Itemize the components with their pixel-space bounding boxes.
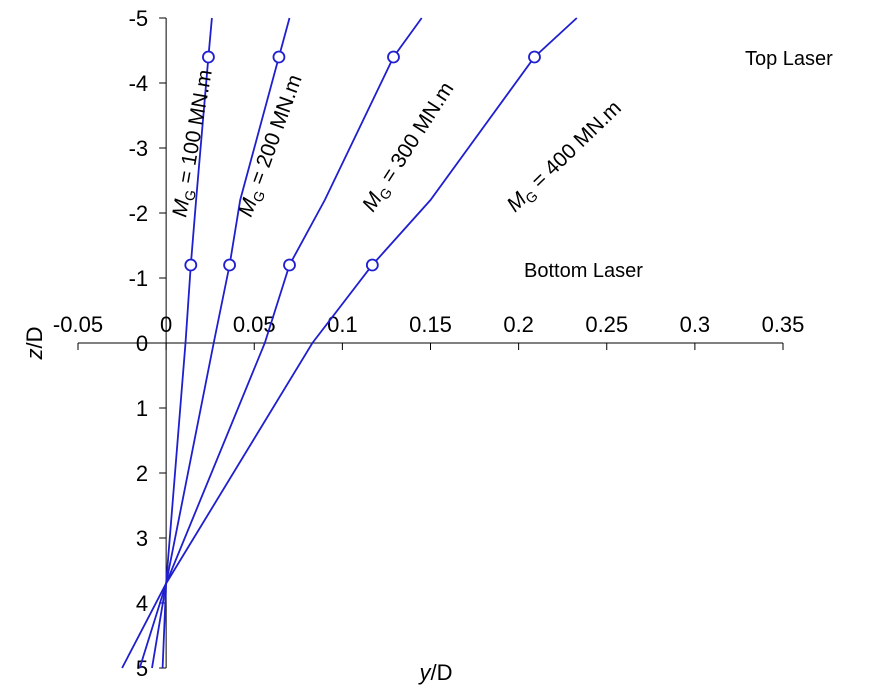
- series-2-marker-0: [283, 258, 296, 272]
- x-axis-title-unit: /D: [431, 660, 453, 685]
- series-label-100-sub: G: [181, 189, 199, 203]
- x-tick-label: 0.35: [762, 312, 805, 337]
- y-axis-title-unit: /D: [22, 327, 47, 349]
- annotation-top-laser: Top Laser: [745, 48, 833, 70]
- series-label-group-200: MG = 200 MN.m: [234, 72, 309, 221]
- x-axis-title-var: y: [418, 660, 433, 685]
- series-2-marker-1: [387, 50, 400, 64]
- x-tick-label: 0.2: [503, 312, 534, 337]
- series-label-group-400: MG = 400 MN.m: [502, 96, 627, 218]
- series-label-group-100: MG = 100 MN.m: [168, 68, 220, 219]
- series-3-marker-0: [365, 258, 379, 272]
- series-label-400: MG = 400 MN.m: [502, 96, 627, 218]
- series-label-100-var: M: [168, 197, 194, 219]
- series-label-200: MG = 200 MN.m: [234, 72, 309, 221]
- y-tick-label: 0: [136, 331, 148, 356]
- y-tick-label: 3: [136, 526, 148, 551]
- series-label-300-rest: = 300 MN.m: [373, 78, 458, 192]
- x-tick-label: 0.15: [409, 312, 452, 337]
- x-axis-title: y/D: [418, 660, 453, 685]
- series-1-marker-1: [272, 50, 286, 64]
- y-tick-label: -3: [129, 136, 149, 161]
- x-tick-label: 0.1: [327, 312, 358, 337]
- x-tick-label: -0.05: [53, 312, 103, 337]
- series-3-marker-1: [528, 50, 541, 64]
- y-tick-label: -2: [129, 201, 149, 226]
- series-label-400-rest: = 400 MN.m: [523, 96, 626, 196]
- y-tick-label: 5: [136, 656, 148, 681]
- series-label-100: MG = 100 MN.m: [168, 68, 220, 219]
- series-0-marker-0: [184, 258, 198, 272]
- x-tick-label: 0.3: [680, 312, 711, 337]
- y-tick-label: -1: [129, 266, 149, 291]
- x-tick-label: 0.25: [585, 312, 628, 337]
- series-0-marker-1: [202, 50, 215, 64]
- x-tick-label: 0: [160, 312, 172, 337]
- annotation-bottom-laser: Bottom Laser: [524, 260, 643, 282]
- series-layer: [121, 17, 578, 669]
- series-1-marker-0: [223, 258, 236, 272]
- y-tick-label: -5: [129, 6, 149, 31]
- y-tick-label: 1: [136, 396, 148, 421]
- x-tick-label: 0.05: [233, 312, 276, 337]
- y-tick-label: 4: [136, 591, 148, 616]
- series-label-200-sub: G: [249, 189, 268, 205]
- y-axis-title: z/D: [22, 327, 47, 361]
- y-tick-label: 2: [136, 461, 148, 486]
- y-axis-title-var: z: [22, 349, 47, 361]
- y-tick-label: -4: [129, 71, 149, 96]
- series-label-200-rest: = 200 MN.m: [244, 72, 307, 193]
- series-label-100-rest: = 100 MN.m: [173, 68, 217, 191]
